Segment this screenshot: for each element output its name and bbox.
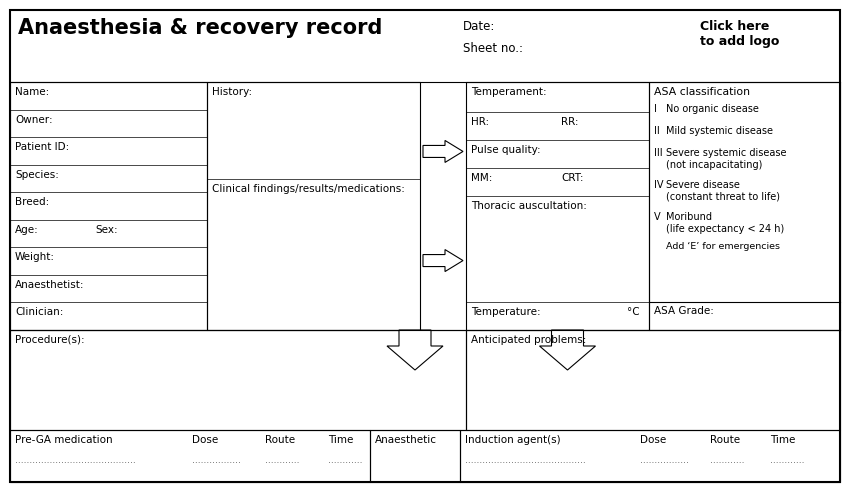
Text: Time: Time xyxy=(770,435,796,445)
Text: Moribund
(life expectancy < 24 h): Moribund (life expectancy < 24 h) xyxy=(666,212,785,234)
Text: ............: ............ xyxy=(265,456,299,464)
Text: Clinical findings/results/medications:: Clinical findings/results/medications: xyxy=(212,184,405,194)
Text: ASA Grade:: ASA Grade: xyxy=(654,306,714,316)
Text: Route: Route xyxy=(265,435,295,445)
Text: Route: Route xyxy=(710,435,740,445)
Text: II: II xyxy=(654,126,660,136)
Text: Time: Time xyxy=(328,435,354,445)
Text: .................: ................. xyxy=(640,456,688,464)
Bar xyxy=(10,430,370,482)
Text: Pulse quality:: Pulse quality: xyxy=(471,145,541,155)
Text: Owner:: Owner: xyxy=(15,115,53,124)
Text: Pre-GA medication: Pre-GA medication xyxy=(15,435,112,445)
Text: °C: °C xyxy=(627,307,639,317)
Text: Name:: Name: xyxy=(15,87,49,97)
Text: Date:: Date: xyxy=(463,20,496,33)
Text: History:: History: xyxy=(212,87,252,97)
Text: MM:: MM: xyxy=(471,173,492,183)
Text: Severe disease
(constant threat to life): Severe disease (constant threat to life) xyxy=(666,180,780,202)
Text: ASA classification: ASA classification xyxy=(654,87,750,97)
Text: Sex:: Sex: xyxy=(95,225,117,235)
Text: IV: IV xyxy=(654,180,664,190)
Text: Mild systemic disease: Mild systemic disease xyxy=(666,126,773,136)
Text: Procedure(s):: Procedure(s): xyxy=(15,335,85,345)
Text: ............: ............ xyxy=(328,456,362,464)
Text: V: V xyxy=(654,212,660,222)
Text: Dose: Dose xyxy=(192,435,218,445)
Polygon shape xyxy=(423,140,463,162)
Text: Temperature:: Temperature: xyxy=(471,307,541,317)
Bar xyxy=(10,330,466,430)
Text: III: III xyxy=(654,148,663,158)
Polygon shape xyxy=(423,249,463,272)
Text: Thoracic auscultation:: Thoracic auscultation: xyxy=(471,201,586,211)
Text: Weight:: Weight: xyxy=(15,252,55,262)
Text: Add ‘E’ for emergencies: Add ‘E’ for emergencies xyxy=(666,242,780,251)
Text: Dose: Dose xyxy=(640,435,666,445)
Text: I: I xyxy=(654,104,657,114)
Text: RR:: RR: xyxy=(561,117,579,127)
Text: Species:: Species: xyxy=(15,170,59,180)
Text: Breed:: Breed: xyxy=(15,197,49,207)
Text: Severe systemic disease
(not incapacitating): Severe systemic disease (not incapacitat… xyxy=(666,148,786,170)
Text: Click here
to add logo: Click here to add logo xyxy=(700,20,779,48)
Text: HR:: HR: xyxy=(471,117,489,127)
Text: Sheet no.:: Sheet no.: xyxy=(463,42,523,55)
Text: ..........................................: ........................................… xyxy=(15,456,136,464)
Text: Clinician:: Clinician: xyxy=(15,308,64,317)
Text: Anaesthesia & recovery record: Anaesthesia & recovery record xyxy=(18,18,382,38)
Bar xyxy=(649,82,840,330)
Bar xyxy=(460,430,840,482)
Text: ..........................................: ........................................… xyxy=(465,456,586,464)
Bar xyxy=(10,82,207,330)
Text: Induction agent(s): Induction agent(s) xyxy=(465,435,561,445)
Polygon shape xyxy=(540,330,596,370)
Text: Age:: Age: xyxy=(15,225,39,235)
Text: Anaesthetic: Anaesthetic xyxy=(375,435,437,445)
Bar xyxy=(466,330,840,430)
Text: Anticipated problems:: Anticipated problems: xyxy=(471,335,586,345)
Text: No organic disease: No organic disease xyxy=(666,104,759,114)
Bar xyxy=(466,82,649,330)
Bar xyxy=(207,82,420,330)
Text: Patient ID:: Patient ID: xyxy=(15,142,69,152)
Text: CRT:: CRT: xyxy=(561,173,583,183)
Text: ............: ............ xyxy=(770,456,804,464)
Text: ............: ............ xyxy=(710,456,745,464)
Text: .................: ................. xyxy=(192,456,241,464)
Polygon shape xyxy=(387,330,443,370)
Text: Temperament:: Temperament: xyxy=(471,87,547,97)
Text: Anaesthetist:: Anaesthetist: xyxy=(15,280,84,290)
Bar xyxy=(370,430,460,482)
